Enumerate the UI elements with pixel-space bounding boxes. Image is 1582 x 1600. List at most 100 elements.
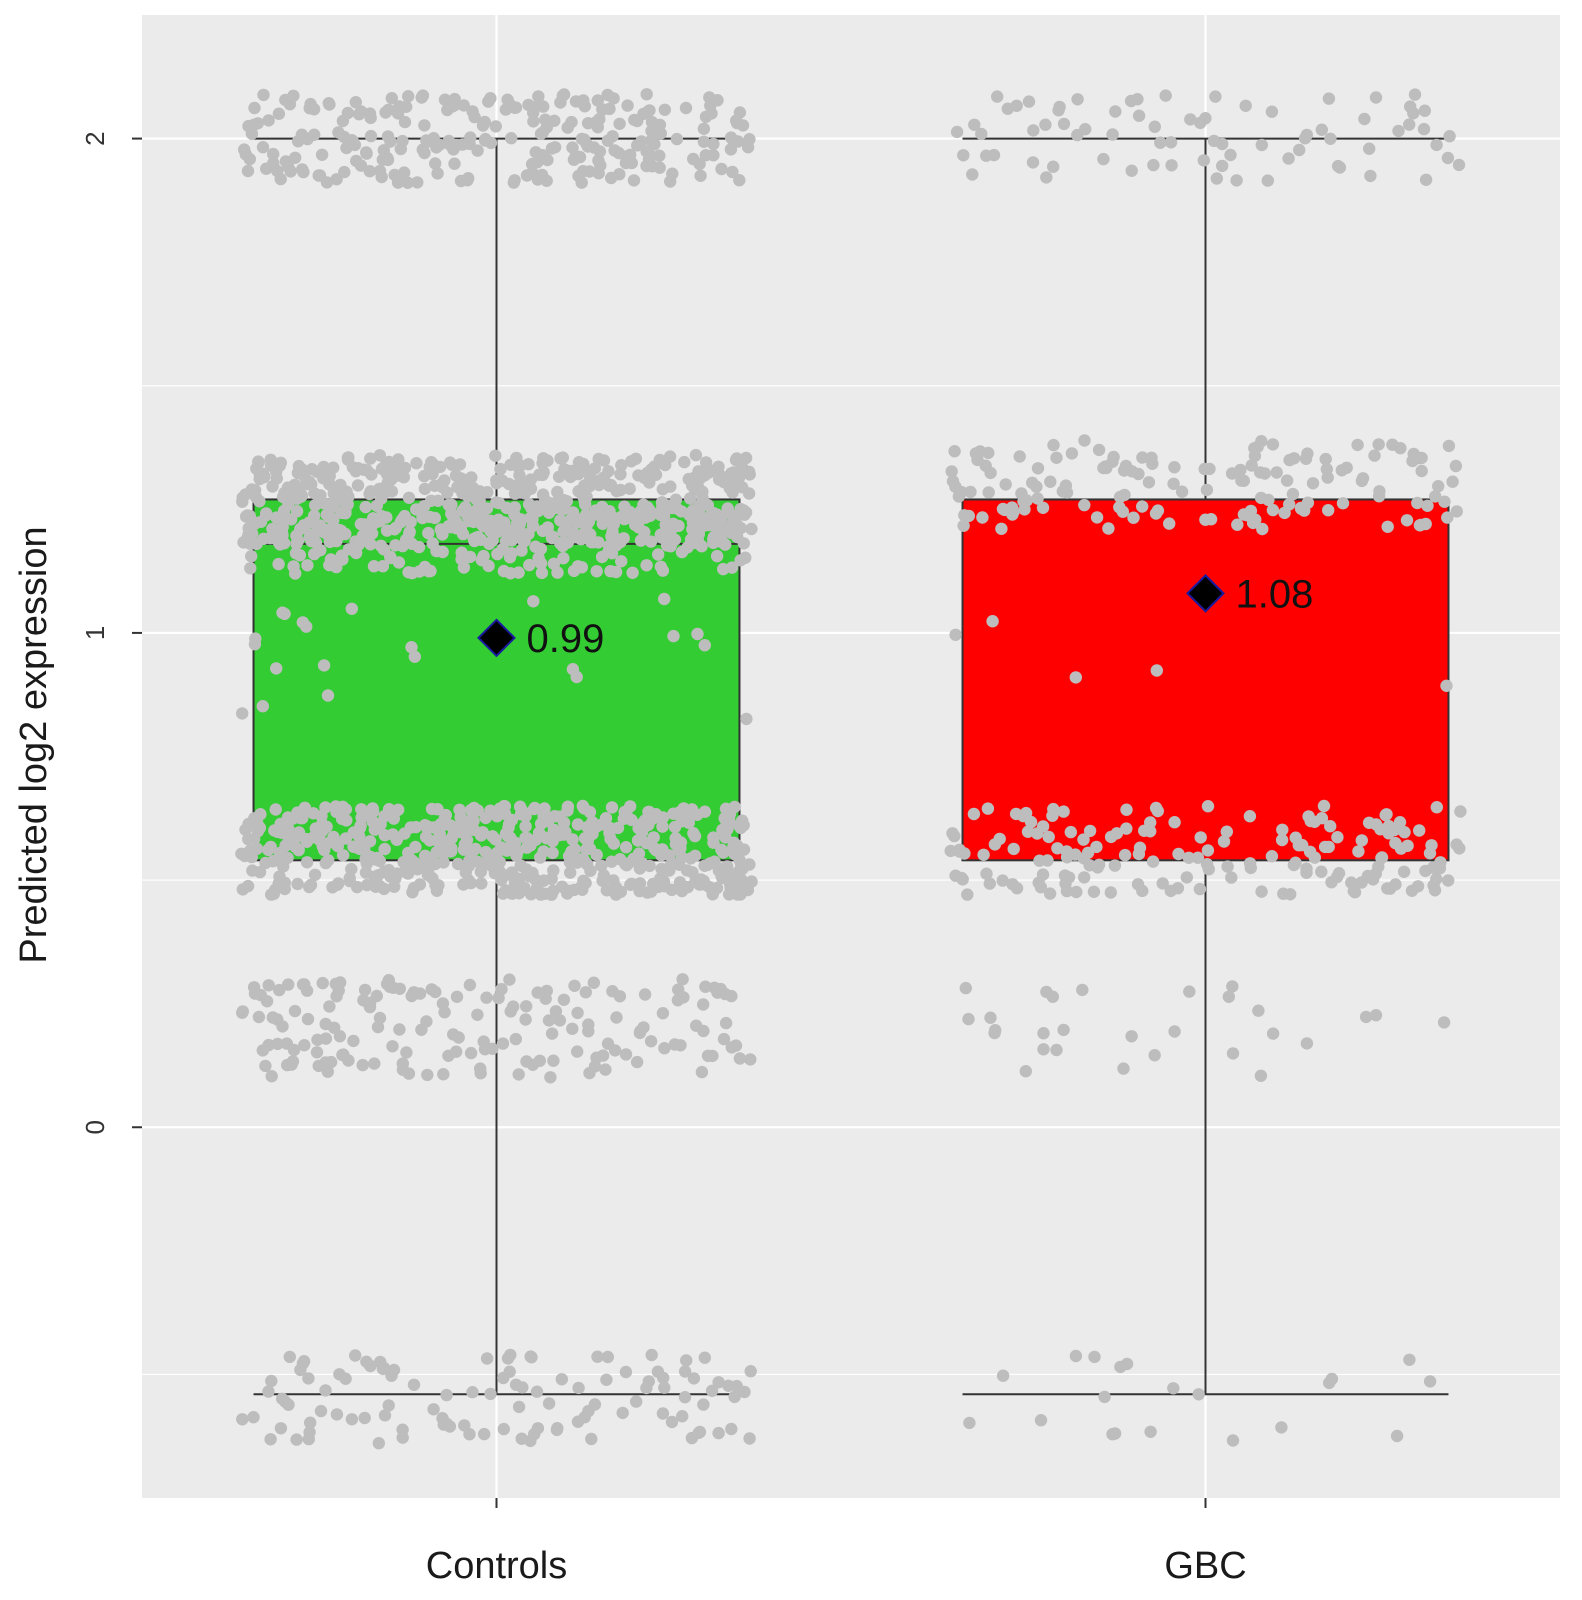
data-point (463, 508, 476, 521)
data-point (239, 823, 252, 836)
data-point (536, 524, 549, 538)
data-point (281, 828, 295, 841)
data-point (726, 486, 739, 499)
data-point (1092, 858, 1106, 871)
data-point (354, 159, 368, 172)
data-point (1369, 91, 1383, 104)
data-point (282, 160, 295, 174)
data-point (632, 822, 645, 835)
data-point (404, 821, 417, 834)
data-point (327, 830, 340, 844)
data-point (677, 991, 690, 1004)
data-point (1375, 851, 1389, 864)
data-point (561, 121, 574, 134)
data-point (1325, 1372, 1339, 1386)
data-point (1090, 840, 1103, 854)
data-point (479, 811, 492, 825)
data-point (489, 120, 502, 133)
data-point (437, 1418, 450, 1431)
data-point (317, 460, 330, 474)
data-point (358, 1411, 371, 1425)
data-point (1203, 462, 1216, 476)
data-point (707, 831, 720, 844)
data-point (1449, 459, 1463, 473)
data-point (262, 114, 275, 127)
data-point (292, 483, 305, 496)
data-point (1021, 825, 1035, 838)
data-point (601, 134, 615, 147)
data-point (339, 527, 352, 541)
data-point (716, 862, 729, 875)
data-point (373, 449, 386, 462)
data-point (577, 94, 590, 107)
data-point (460, 833, 474, 847)
data-point (264, 1433, 277, 1446)
data-point (1102, 522, 1115, 535)
data-point (462, 859, 475, 873)
data-point (385, 92, 398, 105)
data-point (504, 1005, 517, 1018)
data-point (402, 846, 415, 860)
data-point (1118, 848, 1132, 862)
data-point (296, 616, 309, 629)
data-point (1224, 148, 1237, 162)
data-point (601, 1350, 614, 1364)
data-point (520, 1055, 533, 1068)
data-point (643, 859, 656, 873)
data-point (614, 483, 627, 497)
data-point (324, 553, 338, 566)
data-point (963, 1416, 976, 1430)
data-point (403, 525, 416, 538)
data-point (645, 160, 659, 173)
data-point (724, 131, 738, 144)
data-point (1026, 156, 1040, 169)
data-point (559, 519, 573, 532)
data-point (996, 874, 1009, 887)
data-point (445, 498, 458, 511)
data-point (1168, 816, 1181, 829)
data-point (1419, 173, 1433, 186)
data-point (1145, 451, 1158, 464)
data-point (285, 513, 298, 526)
data-point (247, 1411, 260, 1424)
data-point (1069, 1349, 1083, 1363)
data-point (697, 135, 711, 148)
data-point (437, 1068, 450, 1081)
y-tick-label: 1 (80, 626, 110, 640)
data-point (1148, 120, 1162, 133)
data-point (495, 873, 508, 887)
data-point (1450, 505, 1464, 518)
data-point (647, 831, 660, 844)
data-point (632, 847, 646, 860)
data-point (308, 128, 321, 141)
data-point (664, 175, 677, 188)
data-point (1077, 833, 1090, 846)
data-point (512, 887, 526, 900)
data-point (300, 856, 314, 869)
data-point (1030, 480, 1043, 493)
data-point (496, 887, 510, 900)
data-point (525, 157, 539, 171)
data-point (430, 846, 443, 859)
data-point (730, 1379, 743, 1393)
data-point (401, 176, 414, 189)
data-point (1057, 117, 1071, 131)
data-point (449, 469, 463, 482)
data-point (249, 632, 262, 645)
data-point (1386, 438, 1399, 451)
data-point (450, 990, 464, 1003)
data-point (1060, 851, 1074, 864)
data-point (392, 453, 405, 466)
data-point (1266, 438, 1280, 451)
data-point (400, 1046, 413, 1059)
data-point (1197, 154, 1211, 167)
data-point (301, 1012, 315, 1026)
mean-marker (1186, 573, 1225, 613)
data-point (352, 538, 365, 552)
data-point (540, 984, 553, 998)
data-point (1136, 500, 1149, 513)
data-point (547, 557, 561, 570)
data-point (1040, 171, 1053, 184)
data-point (1151, 504, 1165, 517)
data-point (368, 870, 381, 883)
